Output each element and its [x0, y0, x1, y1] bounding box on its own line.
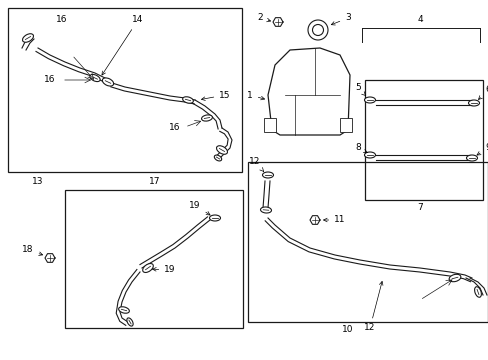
Text: 16: 16 [56, 15, 68, 24]
Text: 8: 8 [354, 144, 366, 153]
Ellipse shape [119, 307, 129, 313]
Ellipse shape [201, 115, 212, 121]
Ellipse shape [214, 155, 221, 161]
Text: 5: 5 [354, 84, 365, 96]
Ellipse shape [182, 97, 193, 103]
Ellipse shape [142, 264, 153, 273]
Ellipse shape [260, 207, 271, 213]
Text: 15: 15 [201, 90, 230, 100]
Ellipse shape [448, 274, 460, 282]
Polygon shape [309, 216, 319, 224]
Text: 19: 19 [152, 266, 175, 274]
Text: 4: 4 [416, 15, 422, 24]
Ellipse shape [90, 75, 100, 82]
Ellipse shape [364, 97, 375, 103]
Ellipse shape [22, 34, 33, 42]
Text: 16: 16 [44, 76, 56, 85]
Text: 1: 1 [246, 90, 264, 100]
Ellipse shape [216, 146, 227, 154]
Polygon shape [272, 18, 283, 26]
Text: 3: 3 [331, 13, 350, 25]
Bar [8, 8, 242, 172]
Bar [247, 162, 487, 322]
Polygon shape [45, 254, 55, 262]
Ellipse shape [466, 155, 476, 161]
Text: 12: 12 [364, 282, 382, 333]
Bar [339, 118, 351, 132]
Text: 14: 14 [102, 15, 143, 75]
Text: 11: 11 [323, 216, 345, 225]
Ellipse shape [209, 215, 220, 221]
Text: 7: 7 [416, 203, 422, 212]
Text: 18: 18 [22, 246, 42, 256]
Text: 12: 12 [249, 158, 263, 171]
Bar [65, 190, 243, 328]
Text: 19: 19 [189, 201, 210, 215]
Text: 9: 9 [476, 144, 488, 155]
Text: 2: 2 [257, 13, 270, 22]
Ellipse shape [364, 152, 375, 158]
Ellipse shape [126, 318, 133, 326]
Text: 10: 10 [342, 325, 353, 334]
Circle shape [307, 20, 327, 40]
Bar [364, 80, 482, 200]
Text: 16: 16 [169, 123, 181, 132]
Polygon shape [267, 48, 349, 135]
Text: 13: 13 [32, 177, 43, 186]
Ellipse shape [262, 172, 273, 178]
Text: 17: 17 [149, 177, 161, 186]
Ellipse shape [474, 287, 480, 297]
Ellipse shape [468, 100, 479, 106]
Text: 6: 6 [478, 85, 488, 99]
Ellipse shape [102, 78, 113, 86]
Bar [264, 118, 275, 132]
